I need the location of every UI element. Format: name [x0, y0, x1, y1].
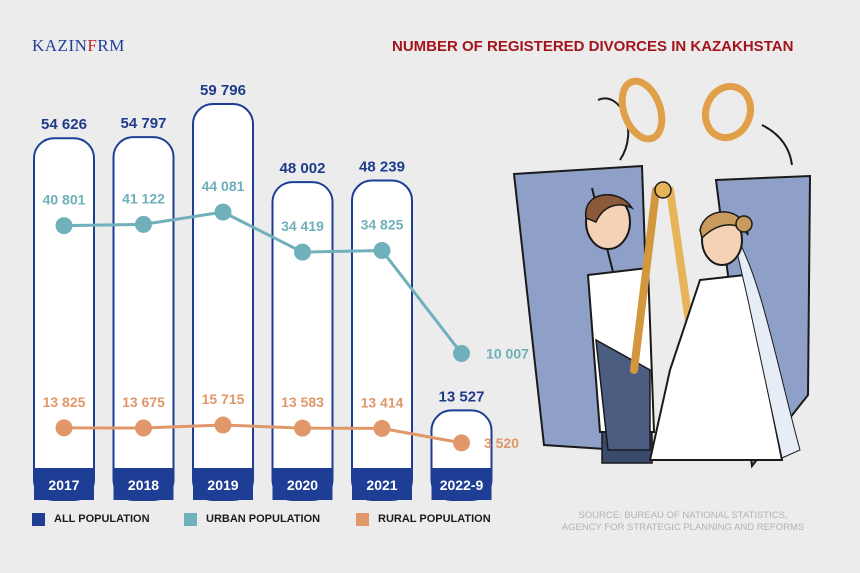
point-rural-2019 [214, 416, 232, 434]
legend-swatch-rural [356, 512, 369, 526]
data-label-urban-2019: 44 081 [202, 178, 245, 194]
x-tick-label-2017: 2017 [48, 477, 79, 493]
point-rural-2017 [55, 419, 73, 437]
year-box-2017 [34, 468, 94, 500]
legend-swatch-all [32, 512, 45, 526]
point-urban-2022-9 [453, 344, 470, 362]
point-urban-2021 [373, 241, 391, 259]
data-label-rural-2018: 13 675 [122, 394, 165, 410]
data-label-urban-2017: 40 801 [43, 192, 86, 208]
x-tick-label-2018: 2018 [128, 477, 159, 493]
legend-urban-population: URBAN POPULATION [184, 512, 320, 526]
point-rural-2018 [135, 419, 152, 437]
data-label-all-2020: 48 002 [280, 160, 326, 177]
legend-label-urban: URBAN POPULATION [206, 513, 321, 525]
data-label-rural-2021: 13 414 [361, 394, 404, 410]
data-label-rural-2019: 15 715 [202, 391, 245, 407]
point-urban-2020 [294, 243, 311, 261]
line-rural [63, 423, 462, 445]
data-label-urban-2022-9: 10 007 [486, 345, 529, 361]
data-label-all-2022-9: 13 527 [439, 388, 485, 405]
data-label-all-2017: 54 626 [41, 116, 87, 133]
data-label-rural-2017: 13 825 [43, 394, 86, 410]
x-tick-label-2022-9: 2022-9 [440, 477, 484, 493]
point-rural-2021 [373, 419, 391, 437]
source-note: SOURCE: BUREAU OF NATIONAL STATISTICS, A… [558, 510, 808, 534]
bar-all-2019 [192, 103, 254, 501]
year-box-2020 [272, 468, 333, 500]
data-label-all-2019: 59 796 [200, 82, 246, 99]
year-box-2019 [193, 468, 253, 500]
data-label-urban-2020: 34 419 [281, 218, 324, 234]
source-line-1: SOURCE: BUREAU OF NATIONAL STATISTICS, [578, 510, 788, 521]
legend-all-population: ALL POPULATION [32, 512, 150, 526]
year-box-2021 [352, 468, 412, 500]
data-label-all-2021: 48 239 [359, 159, 405, 176]
x-tick-label-2019: 2019 [207, 477, 238, 493]
data-label-rural-2022-9: 3 520 [484, 435, 519, 451]
year-box-2018 [113, 468, 174, 500]
point-urban-2019 [214, 203, 232, 221]
data-label-urban-2021: 34 825 [361, 216, 404, 232]
point-rural-2020 [294, 419, 311, 437]
point-urban-2017 [55, 217, 73, 235]
x-tick-label-2020: 2020 [287, 477, 318, 493]
legend-label-rural: RURAL POPULATION [378, 513, 491, 525]
point-rural-2022-9 [453, 434, 470, 452]
data-label-rural-2020: 13 583 [281, 394, 324, 410]
chart-title: NUMBER OF REGISTERED DIVORCES IN KAZAKHS… [392, 38, 794, 55]
year-box-2022-9 [431, 468, 492, 500]
kazinform-logo: KAZINFRM [32, 36, 125, 55]
line-urban [63, 210, 463, 355]
x-tick-label-2021: 2021 [366, 477, 397, 493]
source-line-2: AGENCY FOR STRATEGIC PLANNING AND REFORM… [561, 522, 805, 533]
divorce-illustration [512, 77, 812, 469]
legend-label-all: ALL POPULATION [54, 513, 150, 525]
data-label-urban-2018: 41 122 [122, 190, 165, 206]
data-label-all-2018: 54 797 [121, 115, 167, 132]
legend-rural-population: RURAL POPULATION [356, 512, 491, 526]
point-urban-2018 [135, 215, 152, 233]
legend-swatch-urban [184, 512, 197, 526]
